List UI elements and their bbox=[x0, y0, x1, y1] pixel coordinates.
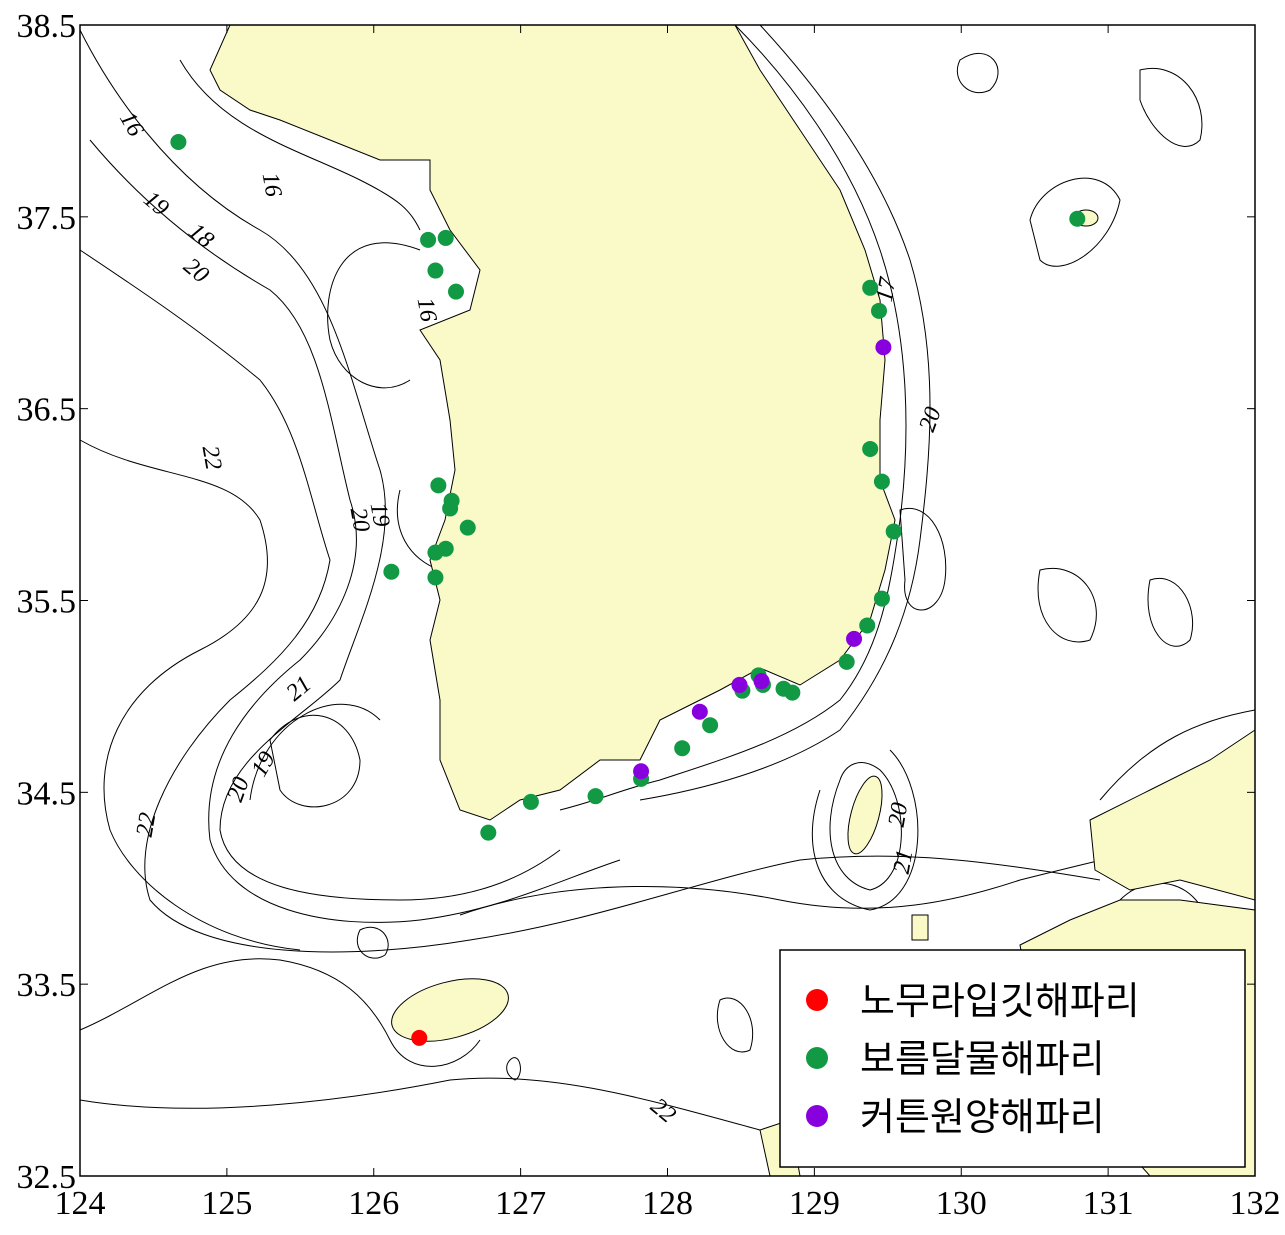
data-point bbox=[784, 684, 801, 701]
legend-marker bbox=[806, 1105, 828, 1127]
data-point bbox=[875, 339, 892, 356]
y-tick-label: 37.5 bbox=[17, 200, 77, 237]
legend-label: 노무라입깃해파리 bbox=[860, 979, 1140, 1023]
x-tick-label: 126 bbox=[348, 1185, 399, 1222]
data-point bbox=[702, 717, 719, 734]
data-point bbox=[838, 653, 855, 670]
data-point bbox=[885, 523, 902, 540]
data-point bbox=[448, 283, 464, 300]
x-tick-label: 128 bbox=[642, 1185, 693, 1222]
contour-label: 19 bbox=[365, 501, 395, 529]
y-tick-label: 34.5 bbox=[17, 775, 77, 812]
data-point bbox=[871, 302, 887, 319]
data-point bbox=[437, 540, 454, 557]
data-point bbox=[862, 279, 879, 296]
x-tick-label: 132 bbox=[1230, 1185, 1281, 1222]
data-point bbox=[873, 473, 890, 490]
data-point bbox=[862, 440, 879, 457]
contour-label: 22 bbox=[197, 444, 227, 472]
data-point bbox=[691, 703, 708, 720]
x-tick-label: 124 bbox=[55, 1185, 106, 1222]
contour-label: 20 bbox=[345, 506, 375, 534]
data-point bbox=[411, 1029, 428, 1046]
x-tick-label: 129 bbox=[789, 1185, 840, 1222]
data-point bbox=[873, 590, 890, 607]
y-tick-label: 38.5 bbox=[17, 8, 77, 45]
legend-label: 보름달물해파리 bbox=[860, 1037, 1105, 1081]
x-tick-label: 130 bbox=[936, 1185, 987, 1222]
data-point bbox=[587, 788, 604, 805]
data-point bbox=[459, 519, 476, 536]
data-point bbox=[420, 231, 437, 248]
data-point bbox=[442, 500, 459, 517]
data-point bbox=[170, 134, 187, 151]
y-tick-label: 33.5 bbox=[17, 967, 77, 1004]
data-point bbox=[430, 477, 447, 494]
data-point bbox=[522, 793, 539, 810]
x-tick-label: 125 bbox=[201, 1185, 252, 1222]
legend-marker bbox=[806, 1047, 828, 1069]
y-tick-label: 35.5 bbox=[17, 584, 77, 621]
data-point bbox=[859, 617, 876, 634]
data-point bbox=[633, 763, 650, 780]
x-tick-label: 131 bbox=[1083, 1185, 1134, 1222]
x-tick-label: 127 bbox=[495, 1185, 546, 1222]
contours bbox=[79, 24, 1256, 1131]
contour-label: 21 bbox=[889, 848, 919, 876]
contour-label: 20 bbox=[884, 801, 914, 829]
legend-label: 커튼원양해파리 bbox=[860, 1095, 1105, 1139]
data-point bbox=[731, 676, 748, 693]
y-tick-label: 32.5 bbox=[17, 1159, 77, 1196]
y-tick-label: 36.5 bbox=[17, 392, 77, 429]
contour-label: 16 bbox=[257, 171, 287, 199]
data-point bbox=[383, 563, 400, 580]
data-point bbox=[1069, 210, 1086, 227]
data-point bbox=[846, 630, 863, 647]
data-point bbox=[427, 569, 444, 586]
contour-label: 22 bbox=[132, 811, 162, 839]
data-point bbox=[437, 229, 454, 246]
legend-box bbox=[779, 949, 1246, 1168]
data-point bbox=[753, 673, 770, 690]
data-point bbox=[480, 824, 497, 841]
contour-label: 16 bbox=[412, 296, 442, 324]
data-point bbox=[674, 740, 691, 757]
data-point bbox=[427, 262, 444, 279]
legend-marker bbox=[806, 989, 828, 1011]
